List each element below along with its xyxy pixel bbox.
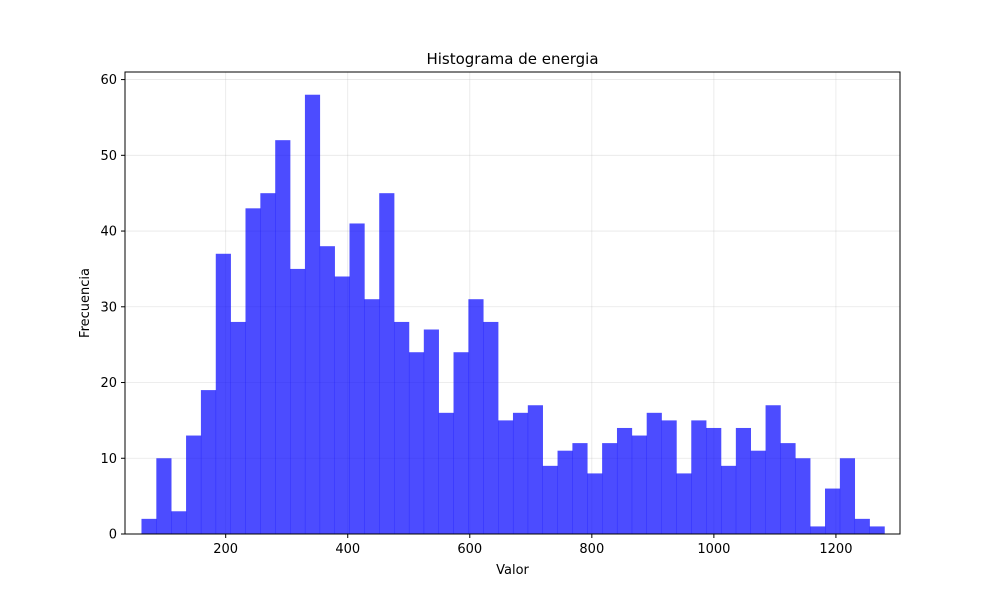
histogram-bar [156, 458, 172, 534]
y-axis-ticks: 0 10 20 30 40 50 60 [100, 73, 125, 543]
histogram-bar [260, 193, 276, 534]
y-axis-label: Frecuencia [78, 268, 93, 338]
histogram-bar [512, 412, 529, 534]
x-tick-label: 1000 [697, 542, 730, 557]
histogram-bar [825, 488, 841, 534]
y-tick-label: 50 [100, 149, 117, 164]
y-tick-label: 30 [100, 300, 117, 315]
y-tick-label: 0 [109, 528, 117, 543]
histogram-bar [735, 427, 752, 534]
histogram-bar [453, 352, 469, 534]
x-tick-label: 1200 [819, 542, 852, 557]
histogram-bars [141, 94, 885, 534]
histogram-bar [572, 443, 588, 534]
x-axis-label: Valor [496, 563, 529, 578]
x-tick-label: 800 [579, 542, 604, 557]
histogram-bar [468, 299, 484, 534]
histogram-bar [661, 420, 677, 534]
histogram-bar [616, 427, 633, 534]
histogram-bar [319, 246, 335, 534]
plot-frame [124, 71, 901, 535]
histogram-bar [676, 473, 692, 534]
histogram-bar [765, 405, 781, 534]
histogram-bar [557, 450, 573, 534]
histogram-bar [498, 420, 514, 534]
y-tick-label: 20 [100, 376, 117, 391]
histogram-bar [602, 443, 618, 534]
y-tick-label: 60 [100, 73, 117, 88]
histogram-bar [631, 435, 647, 534]
histogram-bar [646, 412, 662, 534]
histogram-bar [691, 420, 707, 534]
histogram-bar [245, 208, 261, 534]
histogram-bar [438, 412, 454, 534]
histogram-bar [141, 518, 157, 534]
histogram-bar [706, 427, 722, 534]
histogram-bar [810, 526, 826, 534]
histogram-bar [171, 511, 187, 534]
histogram-bar [483, 321, 499, 534]
x-tick-label: 600 [457, 542, 482, 557]
histogram-bar [200, 390, 217, 534]
y-tick-label: 40 [100, 225, 117, 240]
histogram-bar [527, 405, 543, 534]
histogram-bar [408, 352, 425, 534]
histogram-bar [587, 473, 603, 534]
histogram-bar [854, 518, 870, 534]
histogram-bar [423, 329, 439, 534]
histogram-bar [869, 526, 885, 534]
chart-title: Histograma de energia [426, 50, 598, 68]
x-axis-ticks: 200 400 600 800 1000 1200 [213, 534, 852, 557]
histogram-bar [304, 94, 321, 534]
histogram-bar [186, 435, 202, 534]
histogram-bar [379, 193, 395, 534]
histogram-bar [780, 443, 796, 534]
x-tick-label: 400 [335, 542, 360, 557]
histogram-bar [720, 465, 737, 534]
histogram-bar [349, 223, 365, 534]
histogram-bar [542, 465, 558, 534]
histogram-bar [839, 458, 856, 534]
histogram-bar [364, 299, 380, 534]
x-tick-label: 200 [213, 542, 238, 557]
histogram-bar [750, 450, 766, 534]
histogram-bar [290, 268, 306, 534]
histogram-bar [334, 276, 350, 534]
histogram-bar [275, 140, 291, 534]
histogram-bar [230, 321, 246, 534]
histogram-bar [394, 321, 410, 534]
y-tick-label: 10 [100, 452, 117, 467]
histogram-bar [795, 458, 811, 534]
histogram-bar [215, 253, 231, 534]
